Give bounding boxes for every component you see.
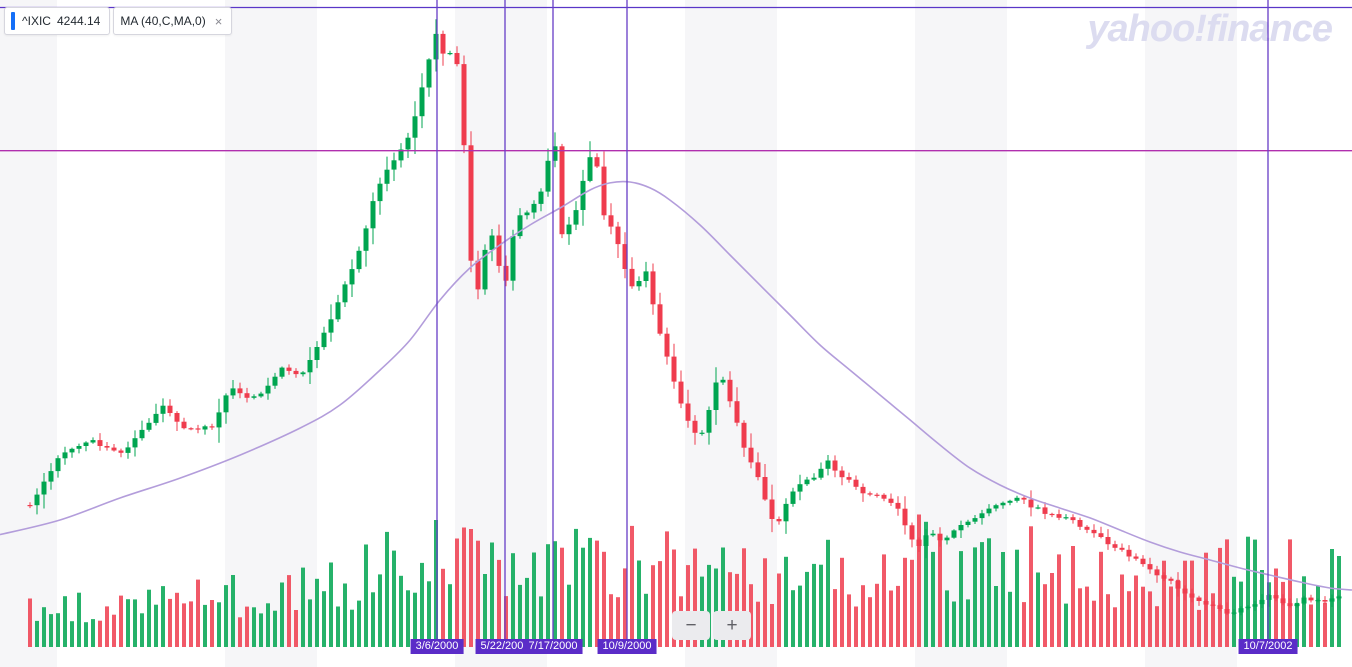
indicator-badge[interactable]: MA (40,C,MA,0) ×: [113, 7, 233, 35]
background-stripe: [685, 0, 777, 667]
ma40-line: [0, 180, 1352, 591]
legend-badges: ^IXIC 4244.14 MA (40,C,MA,0) ×: [4, 7, 233, 35]
close-icon[interactable]: ×: [214, 13, 223, 29]
ticker-badge[interactable]: ^IXIC 4244.14: [4, 7, 111, 35]
zoom-out-button[interactable]: −: [672, 611, 710, 640]
indicator-label: MA (40,C,MA,0): [120, 14, 206, 28]
background-stripe: [225, 0, 317, 667]
ticker-price: 4244.14: [56, 14, 101, 28]
volume-bars: [28, 514, 1341, 647]
ticker-color-bar: [11, 12, 15, 30]
vertical-marker-lines[interactable]: [436, 0, 1269, 653]
background-stripe: [0, 0, 57, 667]
zoom-controls: − +: [672, 611, 751, 640]
zoom-in-button[interactable]: +: [713, 611, 751, 640]
ticker-symbol: ^IXIC: [22, 14, 51, 28]
yahoo-finance-logo: yahoo!finance: [1087, 8, 1333, 50]
candlesticks: [27, 19, 1342, 616]
ma40-path: [0, 180, 1352, 591]
